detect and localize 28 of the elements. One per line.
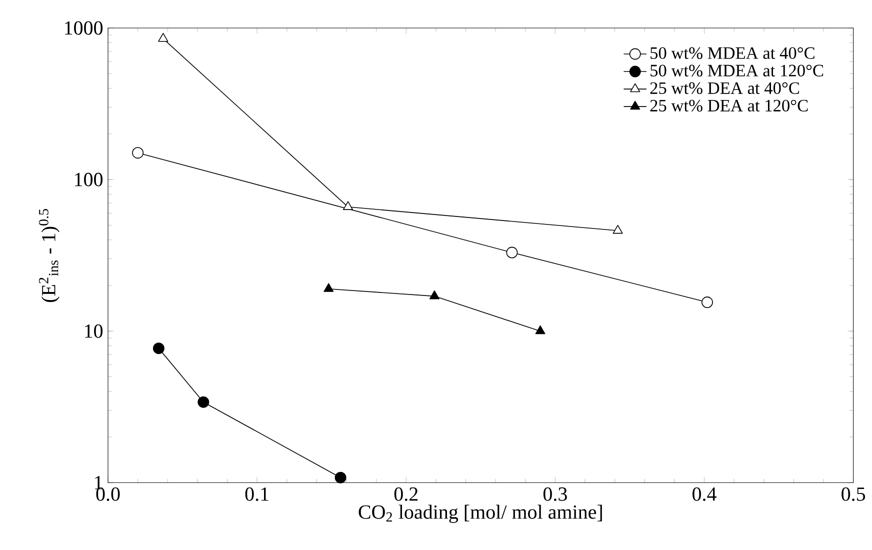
point [506,246,518,258]
legend-label: 25 wt% DEA at 40°C [650,82,799,94]
x-tick-label: 0.5 [842,487,866,501]
point [132,147,144,159]
x-tick-label: 0.0 [96,487,120,501]
y-tick-label: 1 [95,476,102,490]
y-axis-title: (E$^{2}$$_{ins}$ - 1)$^{0.5}$ [38,209,60,302]
point [152,342,164,354]
point [342,201,354,210]
y-tick-label: 1000 [65,21,103,35]
x-tick-label: 0.3 [543,487,567,501]
point [429,290,440,300]
point [198,396,210,408]
x-tick-label: 0.1 [245,487,268,501]
point [612,224,623,234]
legend-label: 50 wt% MDEA at 40°C [650,47,814,59]
x-tick-label: 0.2 [394,487,418,501]
legend-label: 50 wt% MDEA at 120°C [650,64,824,77]
x-tick-label: 0.4 [692,487,716,501]
x-axis-title: CO$_{2}$ loading [mol/ mol amine] [358,504,602,523]
y-tick-label: 100 [75,172,103,186]
point [702,296,713,308]
y-tick-label: 10 [85,324,103,338]
point [158,32,168,42]
point [334,472,346,484]
legend-label: 25 wt% DEA at 120°C [650,100,808,112]
point [324,283,334,292]
point [535,325,546,334]
